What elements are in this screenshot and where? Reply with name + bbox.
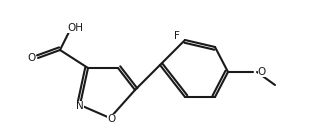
Text: O: O (107, 114, 115, 124)
Text: O: O (258, 67, 266, 77)
Text: F: F (174, 31, 180, 41)
Text: OH: OH (67, 23, 83, 33)
Text: N: N (76, 101, 84, 111)
Text: O: O (28, 53, 36, 63)
